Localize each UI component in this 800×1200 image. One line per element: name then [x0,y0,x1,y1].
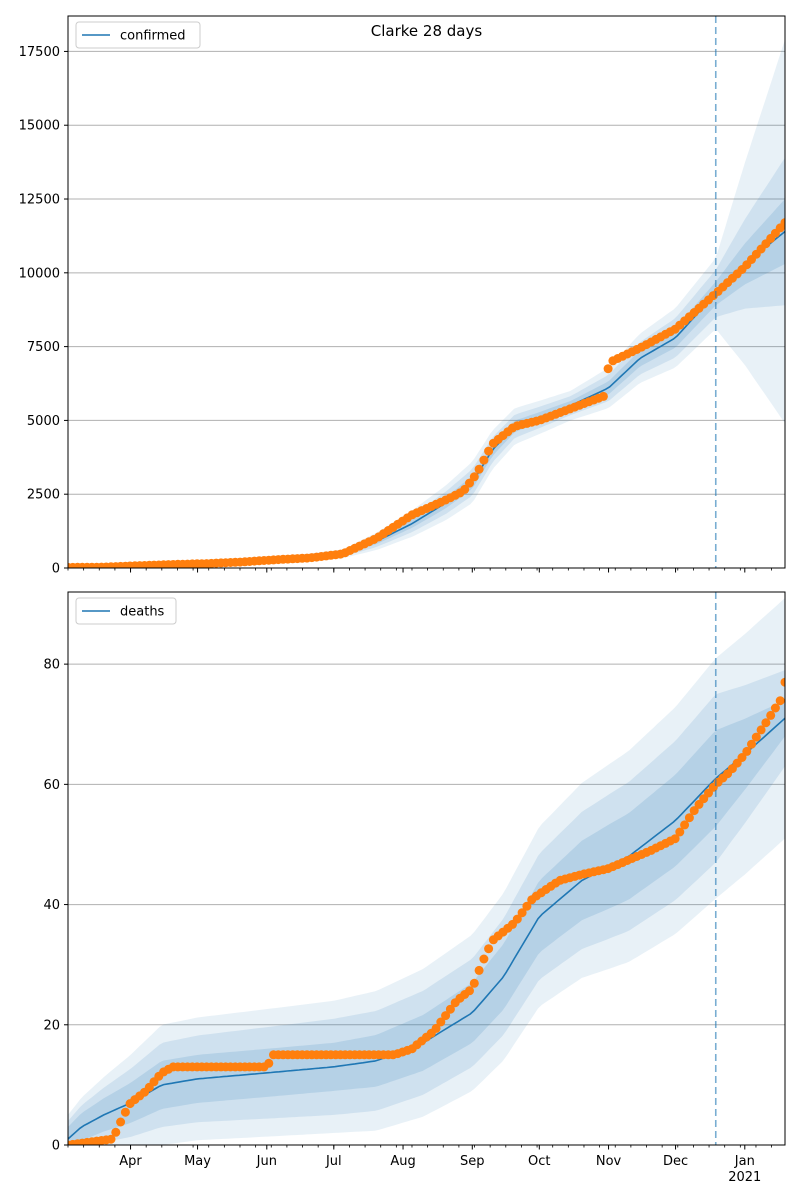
y-tick-label: 0 [52,1139,60,1154]
data-point [431,1023,441,1033]
data-point [264,1058,274,1068]
data-point [737,753,747,762]
data-point [517,908,527,918]
data-point [680,820,690,830]
x-tick-label: Jan [734,1154,755,1169]
data-point [469,978,479,988]
data-point [756,725,766,735]
data-point [479,954,489,964]
data-point [111,1127,121,1137]
data-point [116,1117,126,1127]
plot-area [68,39,785,568]
y-tick-label: 20 [43,1018,60,1033]
x-tick-label: Sep [460,1154,485,1169]
legend-label: deaths [120,605,165,620]
data-point [675,827,685,837]
data-point [670,834,680,844]
x-tick-label: May [184,1154,211,1169]
y-tick-label: 2500 [27,488,60,503]
data-point [603,364,613,374]
y-tick-label: 10000 [19,266,60,281]
y-tick-label: 40 [43,898,60,913]
uncertainty-band [68,39,785,568]
x-tick-label: Jun [256,1154,277,1169]
uncertainty-band [68,700,785,1145]
x-tick-label: Aug [390,1154,415,1169]
chart-title: Clarke 28 days [371,22,483,40]
x-tick-label: Dec [663,1154,688,1169]
legend-box [75,21,201,49]
y-tick-label: 5000 [27,414,60,429]
axes-frame [67,591,786,1146]
data-point [775,696,785,706]
data-point [479,455,489,465]
y-tick-label: 15000 [19,119,60,134]
confirmed-chart-panel: 0 2500 5000 7500 10000 12500 15000 17500 Clarke … [19,15,786,577]
data-point [742,746,752,756]
x-tick-label: Jul [325,1154,342,1169]
data-point [522,901,532,911]
data-point [747,739,756,749]
data-point [770,703,780,713]
data-point [465,986,474,996]
y-tick-label: 80 [43,658,60,673]
y-tick-label: 60 [43,778,60,793]
data-point [469,472,479,482]
data-point [474,965,484,975]
data-point [460,484,470,494]
legend-box [75,597,177,625]
data-point [684,813,694,823]
data-point [120,1107,130,1117]
data-point [780,677,785,687]
x-tick-label: Nov [596,1154,622,1169]
data-point [751,732,761,742]
axes-frame [67,15,786,569]
data-point [474,464,484,474]
data-point [484,944,494,954]
legend-label: confirmed [120,29,186,44]
data-point [766,710,776,720]
x-tick-label: Oct [528,1154,550,1169]
data-point [445,1004,455,1014]
y-tick-label: 7500 [27,340,60,355]
plot-area [68,598,785,1145]
data-point [780,218,785,228]
legend: confirmed [75,21,201,49]
deaths-chart-panel: 0 20 40 60 80 Apr May Jun Jul Aug Sep Oct Nov Dec Jan2… [43,591,786,1185]
data-point [512,914,522,924]
x-tick-label: Apr [119,1154,142,1169]
data-point [441,1011,451,1021]
data-point [761,718,771,728]
y-tick-label: 12500 [19,193,60,208]
uncertainty-band [68,157,785,568]
x-tick-label: 2021 [728,1170,761,1185]
legend: deaths [75,597,177,625]
y-tick-label: 0 [52,562,60,577]
data-point [484,446,494,456]
y-tick-label: 17500 [19,45,60,60]
data-point [689,806,699,816]
data-point [598,391,608,401]
data-point [106,1134,116,1144]
data-point [436,1017,446,1027]
data-point [465,478,474,488]
